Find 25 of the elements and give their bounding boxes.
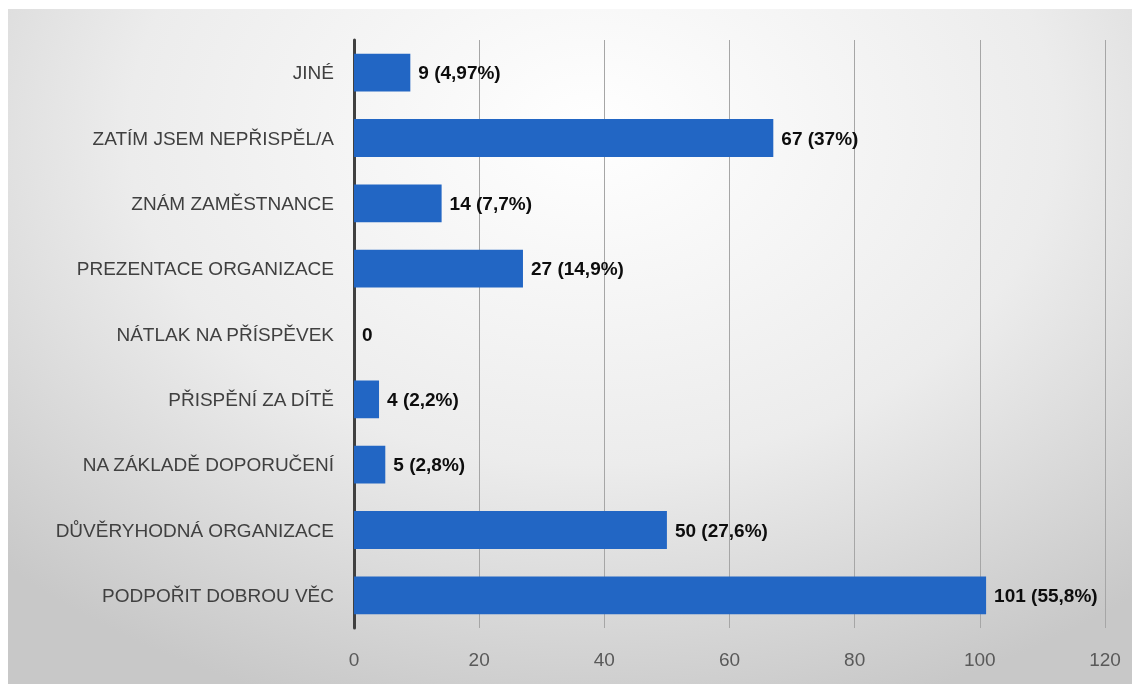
x-tick-label: 20	[468, 649, 490, 670]
x-tick-label: 60	[718, 649, 741, 670]
y-tick-label: ZNÁM ZAMĚSTNANCE	[131, 192, 334, 214]
data-label: 101 (55,8%)	[994, 584, 1098, 606]
x-tick-label: 80	[844, 649, 866, 670]
x-tick-label: 120	[1089, 649, 1121, 670]
y-tick-label: PODPOŘIT DOBROU VĚC	[102, 584, 334, 606]
y-tick-label: PREZENTACE ORGANIZACE	[76, 258, 334, 280]
data-label: 0	[362, 323, 373, 345]
data-label: 4 (2,2%)	[387, 388, 459, 410]
data-label: 5 (2,8%)	[393, 454, 466, 476]
data-label: 14 (7,7%)	[449, 192, 532, 214]
x-tick-label: 0	[348, 649, 360, 670]
y-tick-label: PŘISPĚNÍ ZA DÍTĚ	[168, 388, 334, 410]
y-tick-label: NA ZÁKLADĚ DOPORUČENÍ	[82, 454, 335, 476]
x-tick-label: 40	[593, 649, 615, 670]
y-tick-label: DŮVĚRYHODNÁ ORGANIZACE	[55, 519, 334, 541]
data-label: 67 (37%)	[781, 127, 859, 149]
data-label: 9 (4,97%)	[418, 62, 501, 84]
y-tick-label: ZATÍM JSEM NEPŘISPĚL/A	[92, 127, 335, 149]
data-label: 27 (14,9%)	[530, 258, 624, 280]
y-tick-label: JINÉ	[292, 62, 334, 84]
x-tick-label: 100	[963, 649, 996, 670]
y-tick-label: NÁTLAK NA PŘÍSPĚVEK	[116, 323, 335, 345]
data-label: 50 (27,6%)	[674, 519, 768, 541]
